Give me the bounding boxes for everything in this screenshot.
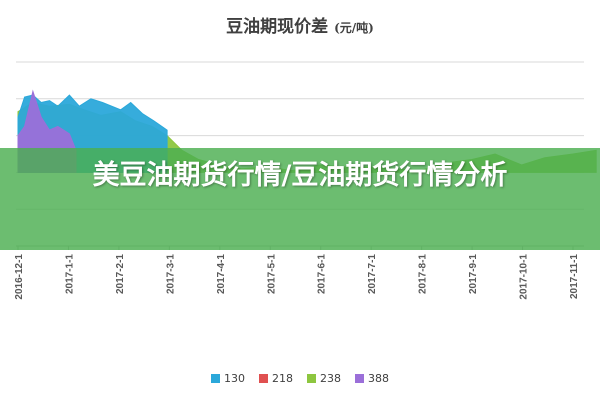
legend-swatch	[211, 374, 220, 383]
legend-swatch	[307, 374, 316, 383]
legend-label: 218	[272, 372, 293, 385]
x-tick-label: 2016-12-1	[14, 254, 25, 300]
x-axis: 2016-12-1 2017-1-1 2017-2-1 2017-3-1 2017-4-…	[14, 245, 584, 300]
x-tick-label: 2017-2-1	[115, 254, 126, 294]
chart-title: 豆油期现价差 (元/吨)	[0, 12, 600, 37]
chart-title-unit: (元/吨)	[334, 21, 374, 35]
overlay-title: 美豆油期货行情/豆油期货行情分析	[92, 160, 508, 191]
legend-label: 388	[368, 372, 389, 385]
legend-entry-218: 218	[259, 372, 293, 385]
legend: 130 218 238 388	[0, 372, 600, 385]
x-tick-label: 2017-3-1	[165, 254, 176, 294]
legend-label: 238	[320, 372, 341, 385]
x-tick-label: 2017-8-1	[418, 254, 429, 294]
legend-swatch	[355, 374, 364, 383]
overlay-banner	[0, 148, 600, 250]
legend-entry-238: 238	[307, 372, 341, 385]
x-tick-label: 2017-11-1	[569, 254, 580, 299]
legend-swatch	[259, 374, 268, 383]
legend-entry-130: 130	[211, 372, 245, 385]
x-tick-label: 2017-9-1	[468, 254, 479, 294]
x-tick-label: 2017-7-1	[367, 254, 378, 294]
chart-title-text: 豆油期现价差	[226, 17, 329, 37]
x-tick-label: 2017-5-1	[266, 254, 277, 294]
legend-entry-388: 388	[355, 372, 389, 385]
x-tick-label: 2017-6-1	[317, 254, 328, 294]
x-tick-label: 2017-1-1	[64, 254, 75, 294]
x-tick-label: 2017-10-1	[519, 254, 530, 300]
x-tick-label: 2017-4-1	[216, 254, 227, 294]
legend-label: 130	[224, 372, 245, 385]
